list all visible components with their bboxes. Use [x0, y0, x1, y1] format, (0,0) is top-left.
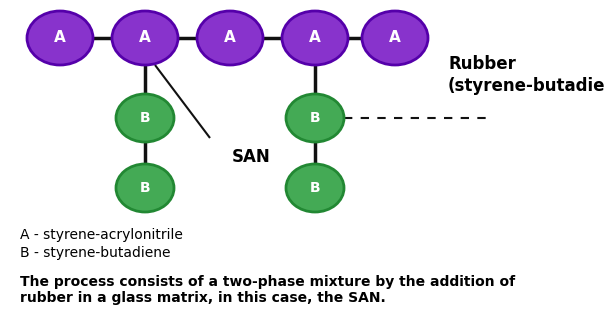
- Text: B: B: [310, 181, 320, 195]
- Ellipse shape: [282, 11, 348, 65]
- Ellipse shape: [27, 11, 93, 65]
- Ellipse shape: [112, 11, 178, 65]
- Text: B: B: [310, 111, 320, 125]
- Ellipse shape: [116, 94, 174, 142]
- Ellipse shape: [362, 11, 428, 65]
- Text: Rubber
(styrene-butadiene): Rubber (styrene-butadiene): [448, 55, 605, 95]
- Text: B: B: [140, 111, 150, 125]
- Text: A: A: [389, 31, 401, 45]
- Text: A: A: [224, 31, 236, 45]
- Text: B - styrene-butadiene: B - styrene-butadiene: [20, 246, 171, 260]
- Text: A: A: [139, 31, 151, 45]
- Text: A: A: [54, 31, 66, 45]
- Ellipse shape: [286, 164, 344, 212]
- Text: A - styrene-acrylonitrile: A - styrene-acrylonitrile: [20, 228, 183, 242]
- Ellipse shape: [286, 94, 344, 142]
- Text: The process consists of a two-phase mixture by the addition of: The process consists of a two-phase mixt…: [20, 275, 515, 289]
- Text: SAN: SAN: [232, 148, 271, 166]
- Text: rubber in a glass matrix, in this case, the SAN.: rubber in a glass matrix, in this case, …: [20, 291, 386, 305]
- Ellipse shape: [116, 164, 174, 212]
- Ellipse shape: [197, 11, 263, 65]
- Text: A: A: [309, 31, 321, 45]
- Text: B: B: [140, 181, 150, 195]
